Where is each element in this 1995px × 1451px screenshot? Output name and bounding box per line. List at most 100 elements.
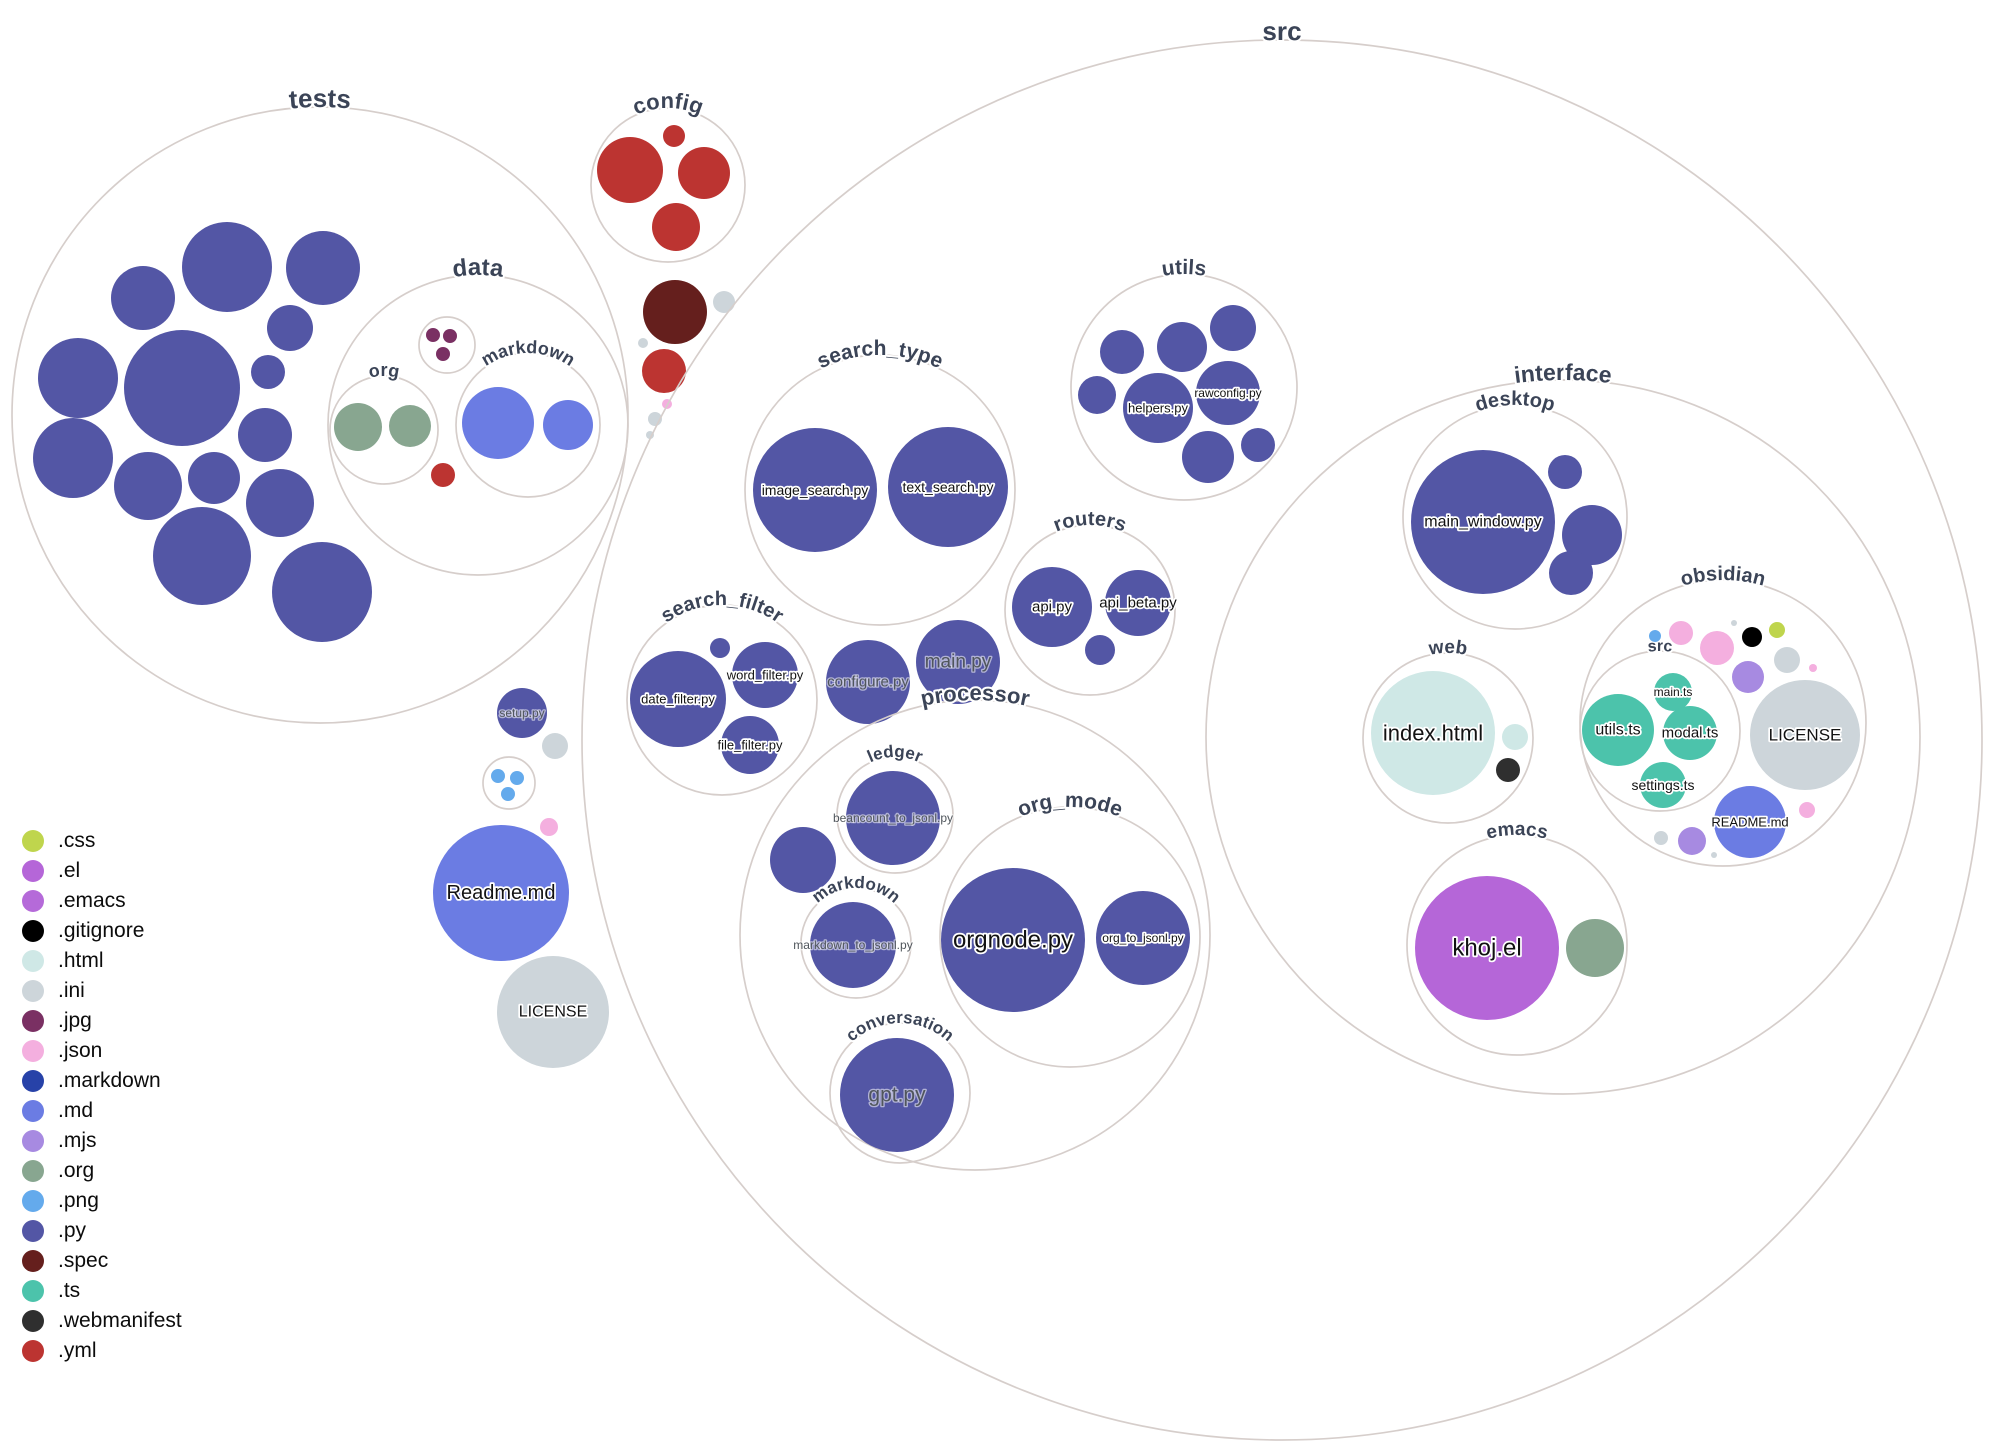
dir-desktop-circle — [1402, 404, 1628, 630]
dir-emacs-label: emacs — [1484, 819, 1550, 844]
dir-data-label: data — [451, 254, 506, 283]
dir-ledger-label: ledger — [864, 742, 925, 766]
file-jpg-circle — [443, 329, 457, 343]
legend-label-html: .html — [58, 949, 104, 972]
dir-config-label: config — [629, 88, 707, 119]
file-ini-circle — [1774, 647, 1800, 673]
file-configure.py-label: configure.py — [827, 674, 909, 691]
file-api_beta.py-circle — [1105, 570, 1171, 636]
file-utils.ts-label: utils.ts — [1595, 722, 1640, 739]
legend-item-webmanifest: .webmanifest — [22, 1310, 182, 1332]
file-LICENSE-label: LICENSE — [519, 1004, 587, 1021]
legend-label-css: .css — [58, 829, 96, 852]
file-py-circle — [1210, 305, 1256, 351]
legend-dot-css — [22, 830, 44, 852]
file-org-circle — [1566, 919, 1624, 977]
file-modal.ts-circle — [1663, 706, 1717, 760]
file-mjs-circle — [1732, 661, 1764, 693]
legend-item-md: .md — [22, 1100, 182, 1122]
file-khoj.el-circle — [1415, 876, 1559, 1020]
legend-item-emacs: .emacs — [22, 890, 182, 912]
dir-ledger-circle — [836, 756, 954, 874]
dir-search_type-circle — [744, 354, 1016, 626]
legend-dot-mjs — [22, 1130, 44, 1152]
file-yml-circle — [652, 203, 700, 251]
legend-dot-json — [22, 1040, 44, 1062]
dir-obsidian-label: obsidian — [1678, 563, 1767, 591]
legend-label-emacs: .emacs — [58, 889, 126, 912]
legend-label-md: .md — [58, 1099, 94, 1122]
file-md-circle — [543, 400, 593, 450]
legend-dot-md — [22, 1100, 44, 1122]
dir-org_mode-circle — [939, 806, 1201, 1068]
file-py-circle — [238, 408, 292, 462]
file-index.html-circle — [1371, 671, 1495, 795]
dir-org_mode-label: org_mode — [1014, 789, 1125, 822]
dir-markdown-circle — [455, 352, 601, 498]
legend-dot-py — [22, 1220, 44, 1242]
file-text_search.py-circle — [888, 427, 1008, 547]
file-org_to_jsonl.py-label: org_to_jsonl.py — [1102, 931, 1183, 945]
dir-routers-label: routers — [1050, 508, 1129, 537]
legend-label-json: .json — [58, 1039, 103, 1062]
file-py-circle — [1562, 505, 1622, 565]
file-ini-circle — [1711, 852, 1717, 858]
file-png-circle — [1649, 630, 1661, 642]
file-html-circle — [1502, 724, 1528, 750]
legend-dot-gitignore — [22, 920, 44, 942]
file-main_window.py-label: main_window.py — [1424, 514, 1541, 531]
legend-label-markdown: .markdown — [58, 1069, 161, 1092]
file-py-circle — [251, 355, 285, 389]
file-Readme.md-circle — [433, 825, 569, 961]
legend-dot-png — [22, 1190, 44, 1212]
legend-item-ini: .ini — [22, 980, 182, 1002]
file-main.py-label: main.py — [925, 652, 992, 673]
legend-label-webmanifest: .webmanifest — [58, 1309, 182, 1332]
dir-src-label: src — [1262, 16, 1302, 46]
dir-processor-label: processor — [918, 680, 1032, 711]
file-gpt.py-circle — [840, 1038, 954, 1152]
file-py-circle — [1241, 428, 1275, 462]
file-json-circle — [540, 818, 558, 836]
file-json-circle — [1700, 631, 1734, 665]
dir-org-label: org — [367, 360, 401, 382]
file-README.md-circle — [1714, 786, 1786, 858]
file-py-circle — [153, 507, 251, 605]
file-mjs-circle — [1678, 827, 1706, 855]
legend-item-el: .el — [22, 860, 182, 882]
file-orgnode.py-label: orgnode.py — [953, 927, 1073, 954]
legend-item-yml: .yml — [22, 1340, 182, 1362]
file-py-circle — [267, 305, 313, 351]
legend-item-json: .json — [22, 1040, 182, 1062]
file-helpers.py-label: helpers.py — [1128, 401, 1188, 416]
file-py-circle — [246, 469, 314, 537]
file-setup.py-label: setup.py — [499, 706, 544, 720]
file-ini-circle — [1654, 831, 1668, 845]
dir-interface-label: interface — [1513, 359, 1614, 388]
file-LICENSE-circle — [497, 956, 609, 1068]
file-ini-circle — [713, 291, 735, 313]
file-index.html-label: index.html — [1383, 721, 1483, 746]
file-README.md-label: README.md — [1711, 815, 1788, 830]
file-modal.ts-label: modal.ts — [1662, 725, 1719, 742]
file-api.py-circle — [1012, 567, 1092, 647]
legend-label-jpg: .jpg — [58, 1009, 92, 1032]
dir-web-label: web — [1427, 637, 1469, 660]
file-ini-circle — [1731, 620, 1737, 626]
dir-routers-circle — [1004, 524, 1176, 696]
file-word_filter.py-label: word_filter.py — [726, 668, 804, 683]
legend-label-gitignore: .gitignore — [58, 919, 145, 942]
file-beancount_to_jsonl.py-label: beancount_to_jsonl.py — [833, 811, 953, 825]
file-py-circle — [1182, 431, 1234, 483]
file-beancount_to_jsonl.py-circle — [846, 771, 940, 865]
file-yml-circle — [431, 463, 455, 487]
legend-item-org: .org — [22, 1160, 182, 1182]
legend: .css .el .emacs .gitignore .html .ini .jpg .jso… — [22, 830, 182, 1362]
file-md-circle — [462, 387, 534, 459]
legend-dot-org — [22, 1160, 44, 1182]
file-text_search.py-label: text_search.py — [902, 479, 993, 495]
file-word_filter.py-circle — [732, 642, 798, 708]
file-main_window.py-circle — [1411, 450, 1555, 594]
